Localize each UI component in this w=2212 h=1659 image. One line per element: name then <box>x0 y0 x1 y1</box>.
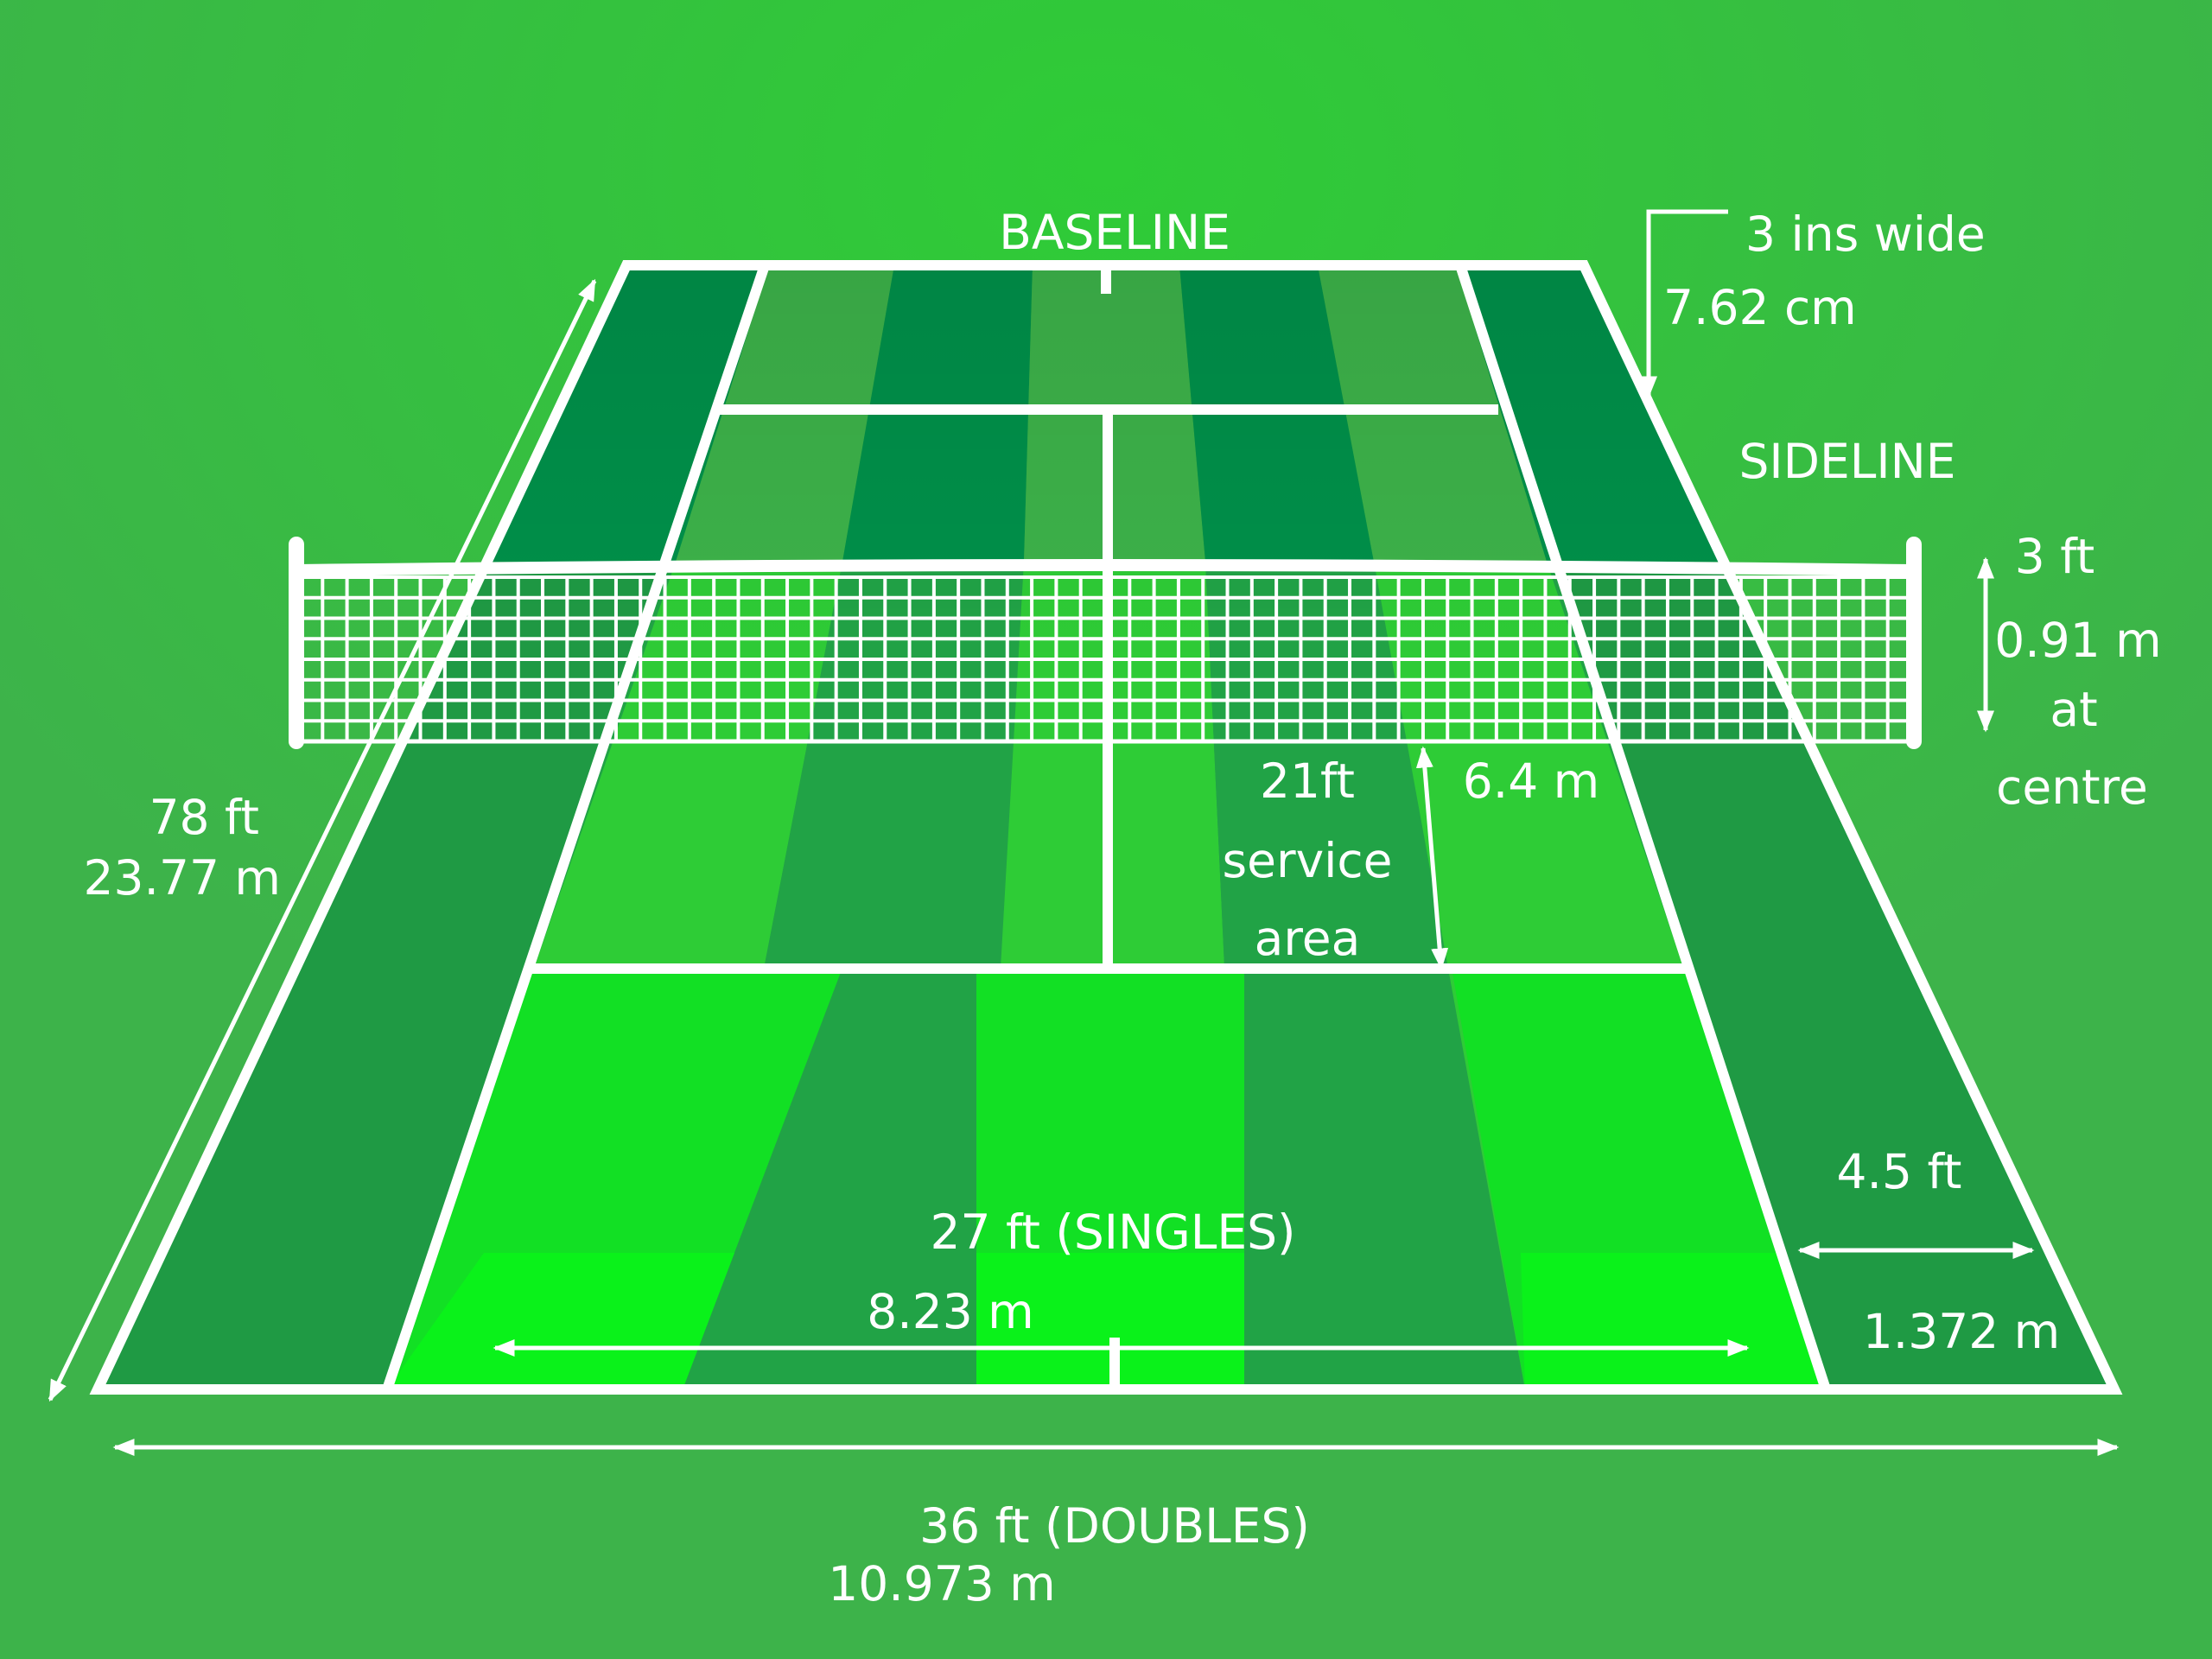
service-imperial-label: 21ft <box>1260 753 1355 809</box>
service-word-label: service <box>1222 833 1392 888</box>
net-height-centre-label: centre <box>1996 760 2148 815</box>
length-metric-label: 23.77 m <box>83 850 281 906</box>
line-width-metric-label: 7.62 cm <box>1663 280 1857 335</box>
singles-metric-label: 8.23 m <box>867 1284 1034 1339</box>
length-imperial-label: 78 ft <box>149 790 259 845</box>
net-height-imperial-label: 3 ft <box>2015 529 2094 584</box>
length-arrow <box>48 278 597 1402</box>
alley-imperial-label: 4.5 ft <box>1837 1144 1962 1199</box>
stripe-near-2 <box>683 562 1024 1389</box>
line-width-imperial-label: 3 ins wide <box>1745 207 1986 262</box>
singles-imperial-label: 27 ft (SINGLES) <box>930 1205 1295 1260</box>
alley-metric-label: 1.372 m <box>1863 1304 2061 1359</box>
singles-sideline-right <box>1455 264 1831 1391</box>
net-top-band <box>297 559 1913 576</box>
net-height-metric-label: 0.91 m <box>1994 613 2162 668</box>
stripe-near-4 <box>1205 562 1525 1389</box>
service-area-label: area <box>1255 911 1361 966</box>
doubles-metric-label: 10.973 m <box>828 1556 1056 1611</box>
dimension-arrows <box>48 209 2120 1456</box>
service-depth-arrow <box>1415 746 1449 970</box>
baseline-label: BASELINE <box>999 205 1230 260</box>
net-height-at-label: at <box>2050 682 2097 737</box>
sideline-label: SIDELINE <box>1739 434 1956 489</box>
line-width-leader <box>1640 209 1728 398</box>
labels: BASELINE 3 ins wide 7.62 cm SIDELINE 3 f… <box>83 205 2161 1611</box>
service-metric-label: 6.4 m <box>1463 753 1600 809</box>
doubles-imperial-label: 36 ft (DOUBLES) <box>919 1498 1310 1554</box>
